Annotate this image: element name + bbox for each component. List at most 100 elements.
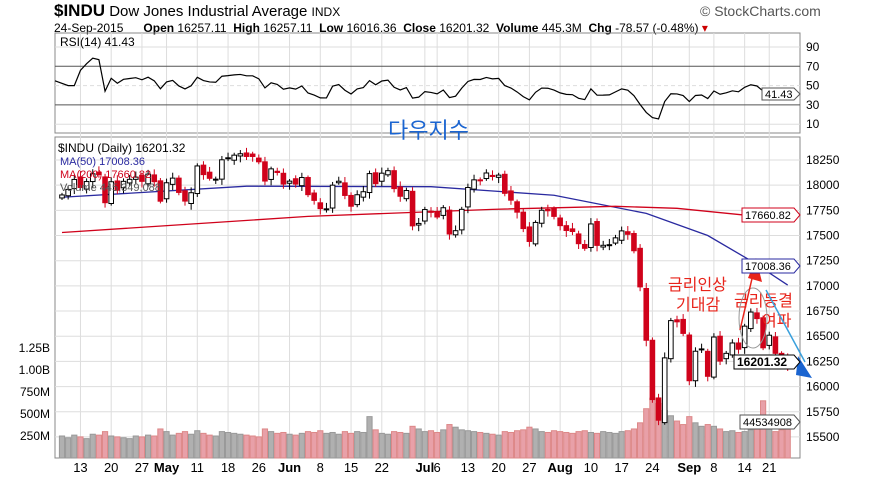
x-tick-label: 13	[461, 460, 475, 475]
volume-bar	[329, 431, 336, 459]
x-tick-label: 8	[317, 460, 324, 475]
candle-body	[188, 192, 194, 205]
volume-bar	[680, 424, 687, 459]
volume-bar	[409, 425, 416, 459]
tag-rsi: 41.43	[761, 87, 801, 101]
volume-bar	[347, 432, 355, 459]
annotation-rate-freeze-1: 금리동결	[734, 292, 793, 310]
candle-body	[299, 177, 305, 187]
volume-bar	[526, 426, 533, 459]
volume-bar	[778, 429, 785, 459]
candle-body	[526, 226, 533, 242]
rsi-tick-label: 50	[806, 79, 820, 93]
volume-bar	[723, 431, 730, 459]
volume-bar	[729, 430, 736, 459]
volume-bar	[145, 434, 152, 459]
annotation-rate-hike-1: 금리인상	[668, 276, 727, 294]
candle-body	[569, 228, 576, 232]
volume-bar	[538, 431, 545, 459]
candle-body	[440, 207, 447, 216]
volume-bar	[335, 433, 342, 459]
candle-body	[280, 172, 287, 185]
x-tick-label: 26	[252, 460, 266, 475]
volume-bar	[766, 428, 773, 459]
tag-close: 16201.32	[733, 354, 801, 370]
tag-volume: 44534908	[739, 414, 801, 430]
down-triangle-icon: ▾	[701, 21, 708, 35]
candle-body	[686, 334, 693, 382]
legend-volume: Volume 445,349,088	[60, 182, 161, 194]
volume-bar	[218, 431, 226, 459]
tag-ma50: 17008.36	[741, 258, 801, 274]
quote-bar: 24-Sep-2015 Open 16257.11 High 16257.11 …	[54, 21, 708, 35]
candle-body	[772, 336, 779, 354]
x-tick-label: 8	[710, 460, 717, 475]
candle-body	[415, 222, 422, 226]
volume-bar	[741, 431, 748, 459]
volume-bar	[212, 435, 219, 459]
candle-body	[502, 173, 508, 194]
volume-bar	[550, 430, 558, 459]
price-tick-label: 17000	[806, 279, 840, 293]
candle-body	[434, 211, 440, 218]
candle-body	[661, 357, 668, 424]
volume-bar	[391, 431, 398, 459]
volume-tick-label: 1.25B	[19, 341, 50, 355]
volume-bar	[237, 433, 244, 459]
volume-bar	[268, 431, 275, 459]
volume-bar	[630, 428, 638, 459]
candle-body	[538, 209, 545, 224]
candle-body	[194, 165, 201, 195]
volume-bar	[557, 431, 564, 459]
candle-body	[698, 348, 705, 351]
red-up-arrow	[739, 269, 755, 331]
candle-body	[514, 201, 520, 213]
price-tick-label: 17250	[806, 254, 840, 268]
x-tick-label: 27	[135, 460, 149, 475]
volume-bar	[446, 424, 453, 459]
price-tick-label: 16250	[806, 354, 840, 368]
volume-bar	[575, 431, 582, 459]
volume-bar	[637, 422, 644, 459]
volume-bar	[434, 431, 441, 459]
x-tick-label: 14	[737, 460, 751, 475]
candle-body	[342, 182, 348, 196]
candle-body	[102, 176, 108, 204]
price-tick-label: 15750	[806, 405, 840, 419]
volume-bar	[753, 428, 761, 459]
volume-bar	[65, 437, 72, 459]
volume-bar	[716, 428, 724, 459]
svg-text:16201.32: 16201.32	[737, 355, 787, 369]
volume-bar	[292, 434, 299, 459]
candle-body	[59, 194, 65, 199]
rsi-tick-label: 10	[806, 117, 820, 131]
candle-body	[145, 173, 151, 185]
volume-bar	[403, 432, 410, 459]
volume-bar	[440, 429, 447, 459]
candle-body	[237, 153, 244, 157]
candle-body	[151, 174, 158, 183]
volume-bar	[83, 438, 90, 459]
candle-body	[483, 172, 490, 180]
legend-ma200: MA(200) 17660.82	[60, 169, 151, 181]
candle-body	[649, 339, 656, 401]
svg-text:44534908: 44534908	[743, 417, 792, 429]
candle-body	[446, 209, 453, 235]
candle-body	[465, 186, 471, 208]
x-tick-label: Sep	[677, 460, 701, 475]
volume-bar	[304, 431, 312, 459]
volume-bar	[200, 432, 207, 459]
volume-bar	[618, 431, 625, 459]
x-tick-label: 15	[344, 460, 358, 475]
volume-bar	[95, 434, 103, 459]
blue-down-arrow	[765, 289, 806, 363]
price-tick-label: 18000	[806, 178, 840, 192]
candle-body	[428, 210, 434, 213]
x-tick-label: Jul	[415, 460, 434, 475]
candle-body	[711, 336, 717, 378]
volume-bar	[477, 431, 484, 459]
candle-body	[643, 287, 650, 341]
volume-bar	[231, 432, 238, 459]
volume-bar	[427, 430, 435, 459]
candle-body	[305, 177, 311, 196]
